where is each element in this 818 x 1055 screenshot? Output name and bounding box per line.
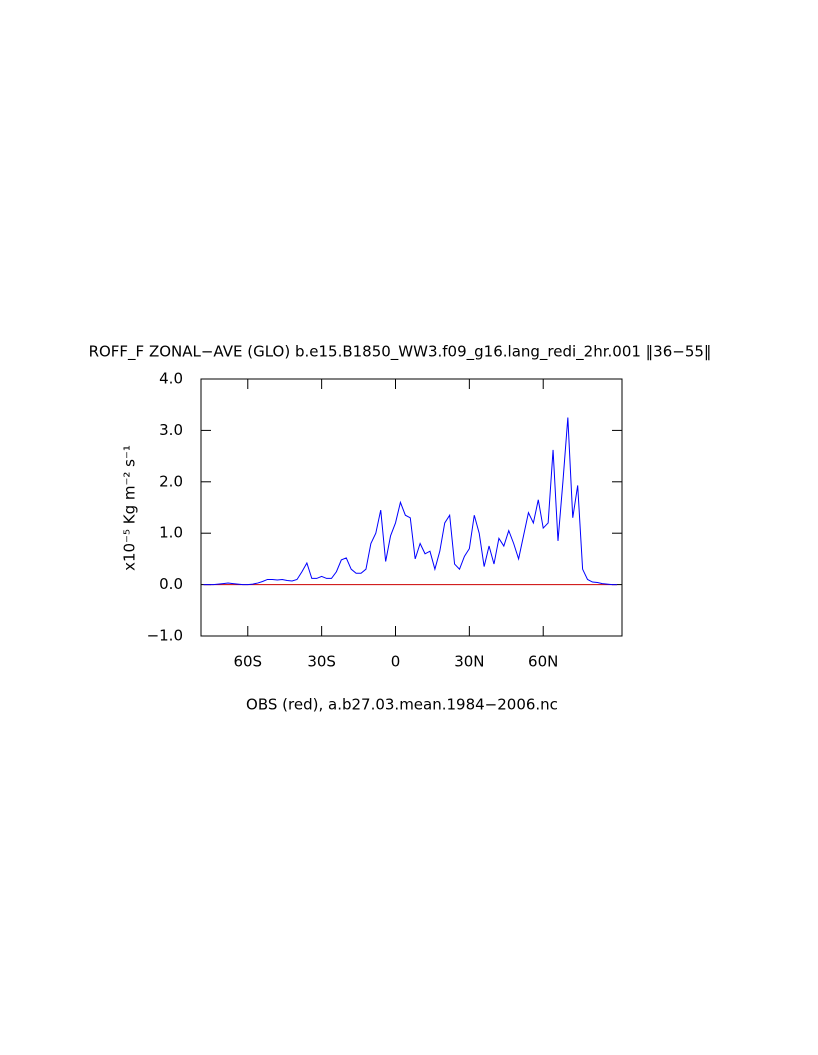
y-axis-label: x10⁻⁵ Kg m⁻² s⁻¹ [121, 445, 139, 571]
y-tick-label: −1.0 [147, 627, 183, 645]
x-tick-label: 60S [233, 653, 262, 671]
y-tick-label: 1.0 [159, 524, 183, 542]
series-line [203, 417, 618, 586]
x-axis-label: OBS (red), a.b27.03.mean.1984−2006.nc [246, 696, 558, 714]
y-tick-label: 4.0 [159, 370, 183, 388]
chart-title: ROFF_F ZONAL−AVE (GLO) b.e15.B1850_WW3.f… [89, 343, 712, 362]
x-tick-label: 60N [528, 653, 558, 671]
plot-frame [200, 378, 623, 637]
y-tick-label: 2.0 [159, 472, 183, 490]
x-tick-label: 0 [391, 653, 401, 671]
x-tick-label: 30N [454, 653, 484, 671]
x-tick-label: 30S [307, 653, 336, 671]
y-tick-label: 3.0 [159, 421, 183, 439]
y-tick-label: 0.0 [159, 575, 183, 593]
